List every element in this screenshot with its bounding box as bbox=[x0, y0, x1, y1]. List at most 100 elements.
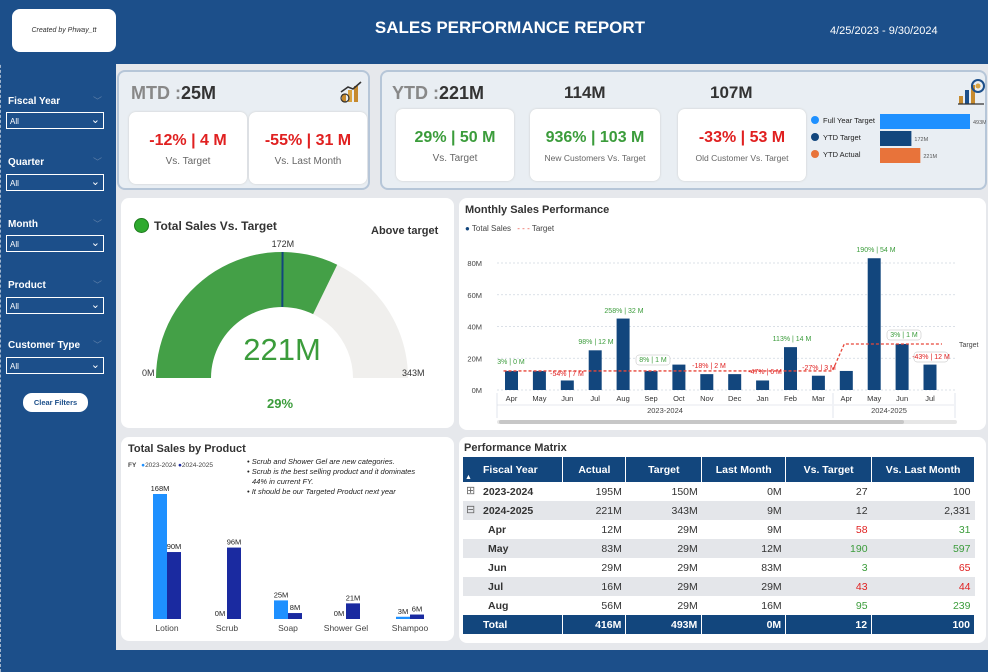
chevron-down-icon[interactable]: ﹀ bbox=[93, 219, 103, 229]
mini-legend-label: YTD Target bbox=[823, 133, 862, 142]
column-header[interactable]: Fiscal Year ▲ bbox=[463, 457, 564, 482]
clear-filters-button[interactable]: Clear Filters bbox=[23, 393, 88, 412]
matrix-total-row: Total 416M 493M 0M 12 100 bbox=[463, 615, 975, 634]
slicer-product[interactable]: All ⌄ bbox=[6, 297, 104, 314]
legend-target-label: Target bbox=[531, 224, 555, 233]
matrix-cell: 190 bbox=[785, 539, 872, 558]
column-label: Fiscal Year bbox=[483, 463, 538, 476]
matrix-cell: 0M bbox=[767, 485, 782, 498]
slicer-label-month: Month bbox=[8, 219, 38, 230]
bar-2024-2025 bbox=[410, 614, 424, 619]
monthly-chart: 0M 20M 40M 60M 80M Apr May Jun Jul Aug Sep Oct Nov De… bbox=[467, 247, 979, 424]
sales-bar bbox=[756, 380, 770, 390]
chevron-down-icon: ⌄ bbox=[90, 114, 100, 126]
legend-dot-icon: ● bbox=[141, 462, 146, 469]
annotation-label: 8% | 1 M bbox=[639, 357, 667, 364]
y-tick-label: 60M bbox=[467, 291, 482, 300]
matrix-cell: 29M bbox=[677, 523, 698, 536]
legend-dot-icon bbox=[811, 150, 819, 158]
column-header[interactable]: Vs. Target bbox=[785, 457, 873, 482]
matrix-cell: Aug bbox=[488, 599, 509, 612]
sales-bar bbox=[895, 343, 909, 390]
x-tick-label: Mar bbox=[812, 394, 825, 403]
column-header[interactable]: Vs. Last Month bbox=[871, 457, 975, 482]
column-header[interactable]: Actual bbox=[562, 457, 627, 482]
x-tick-label: Scrub bbox=[216, 623, 238, 633]
matrix-month-row: Jul 16M 29M 29M 43 44 bbox=[463, 577, 975, 596]
annotation-label: 113% | 14 M bbox=[773, 336, 812, 343]
chevron-down-icon: ⌄ bbox=[90, 176, 100, 188]
fy-label: 2023-2024 bbox=[647, 406, 683, 415]
matrix-cell: 27 bbox=[855, 485, 868, 498]
chevron-down-icon[interactable]: ﹀ bbox=[93, 96, 103, 106]
matrix-cell: 195M bbox=[595, 485, 622, 498]
mtd-vs-last-month-card: -55% | 31 M Vs. Last Month bbox=[249, 112, 367, 184]
mini-bar-label: 172M bbox=[914, 137, 928, 143]
y-tick-label: 80M bbox=[467, 259, 482, 268]
column-header[interactable]: Target bbox=[625, 457, 703, 482]
x-tick-label: Shower Gel bbox=[324, 623, 369, 633]
matrix-cell: 12M bbox=[701, 539, 786, 558]
x-tick-label: Aug bbox=[616, 394, 629, 403]
collapse-icon[interactable]: ⊟ bbox=[466, 504, 476, 516]
sales-bar bbox=[505, 370, 518, 390]
matrix-cell: 29M bbox=[677, 599, 698, 612]
matrix-month-row: May 83M 29M 12M 190 597 bbox=[463, 539, 975, 558]
expand-icon[interactable]: ⊞ bbox=[466, 485, 476, 497]
bar-label-2023-2024: 168M bbox=[151, 484, 170, 493]
gauge-value: 221M bbox=[243, 332, 321, 367]
ytd-heading: YTD :221M bbox=[392, 83, 484, 104]
x-tick-label: Lotion bbox=[155, 623, 178, 633]
matrix-cell: 3 bbox=[861, 561, 868, 574]
total-cell: 12 bbox=[785, 615, 873, 634]
sales-bar bbox=[644, 370, 658, 390]
chevron-down-icon[interactable]: ﹀ bbox=[93, 280, 103, 290]
slicer-fiscal-year[interactable]: All ⌄ bbox=[6, 112, 104, 129]
annotation-label: 3% | 0 M bbox=[497, 359, 525, 366]
new-customer-total: 114M bbox=[564, 83, 606, 102]
new-customers-card: 936% | 103 M New Customers Vs. Target bbox=[530, 109, 660, 181]
sales-growth-icon bbox=[340, 81, 362, 103]
target-line bbox=[503, 343, 942, 372]
note-text: 44% in current FY. bbox=[252, 477, 314, 486]
note-line: • It should be our Targeted Product next… bbox=[247, 487, 396, 496]
ytd-vs-target-card: 29% | 50 M Vs. Target bbox=[396, 109, 514, 181]
sales-bar bbox=[616, 318, 630, 390]
matrix-title: Performance Matrix bbox=[464, 442, 567, 454]
x-tick-label: Jul bbox=[590, 394, 600, 403]
matrix-cell: Jul bbox=[463, 577, 563, 596]
sales-bar bbox=[811, 375, 825, 390]
mtd-heading: MTD :25M bbox=[131, 83, 216, 104]
matrix-cell: 16M bbox=[562, 577, 626, 596]
ytd-label: YTD : bbox=[392, 83, 439, 103]
ytd-target-mini-chart: Full Year Target 493M YTD Target 172M YTD Ac… bbox=[811, 114, 986, 163]
chevron-down-icon[interactable]: ﹀ bbox=[93, 340, 103, 350]
chevron-down-icon[interactable]: ﹀ bbox=[93, 157, 103, 167]
slicer-month[interactable]: All ⌄ bbox=[6, 235, 104, 252]
slicer-quarter[interactable]: All ⌄ bbox=[6, 174, 104, 191]
matrix-cell: Jun bbox=[488, 561, 507, 574]
sort-up-icon[interactable]: ▲ bbox=[465, 474, 472, 481]
slicer-value: All bbox=[10, 362, 19, 371]
kpi-sub: Old Customer Vs. Target bbox=[695, 153, 789, 163]
annotation-label: -47% | 6 M bbox=[748, 369, 782, 376]
matrix-cell: ⊟ 2024-2025 bbox=[463, 501, 563, 520]
column-header[interactable]: Last Month bbox=[701, 457, 787, 482]
y-tick-label: 40M bbox=[467, 323, 482, 332]
annotation-label: 258% | 32 M bbox=[604, 308, 643, 315]
slicer-label-quarter: Quarter bbox=[8, 157, 45, 168]
gauge-max-label: 343M bbox=[402, 368, 425, 378]
slicer-label-customer-type: Customer Type bbox=[8, 340, 81, 351]
x-tick-label: Apr bbox=[506, 394, 518, 403]
gauge-min-label: 0M bbox=[142, 368, 155, 378]
slicer-customer-type[interactable]: All ⌄ bbox=[6, 357, 104, 374]
matrix-cell: 12 bbox=[785, 501, 872, 520]
matrix-cell: 221M bbox=[562, 501, 626, 520]
horizontal-scrollbar-thumb[interactable] bbox=[499, 420, 904, 424]
legend-dash-icon: - - - bbox=[517, 224, 530, 233]
fy-label: 2023-2024 bbox=[483, 485, 534, 498]
matrix-cell: 239 bbox=[952, 599, 971, 612]
x-tick-label: Jun bbox=[896, 394, 908, 403]
product-legend: FY ●2023-2024 ●2024-2025 bbox=[128, 462, 213, 469]
slicer-value: All bbox=[10, 179, 19, 188]
